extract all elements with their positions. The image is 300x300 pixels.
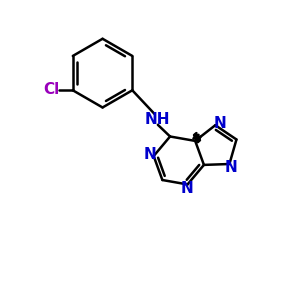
Text: N: N <box>143 147 156 162</box>
Text: N: N <box>214 116 226 131</box>
Text: NH: NH <box>144 112 170 128</box>
Text: N: N <box>225 160 238 175</box>
Text: Cl: Cl <box>43 82 59 97</box>
Text: N: N <box>181 181 193 196</box>
